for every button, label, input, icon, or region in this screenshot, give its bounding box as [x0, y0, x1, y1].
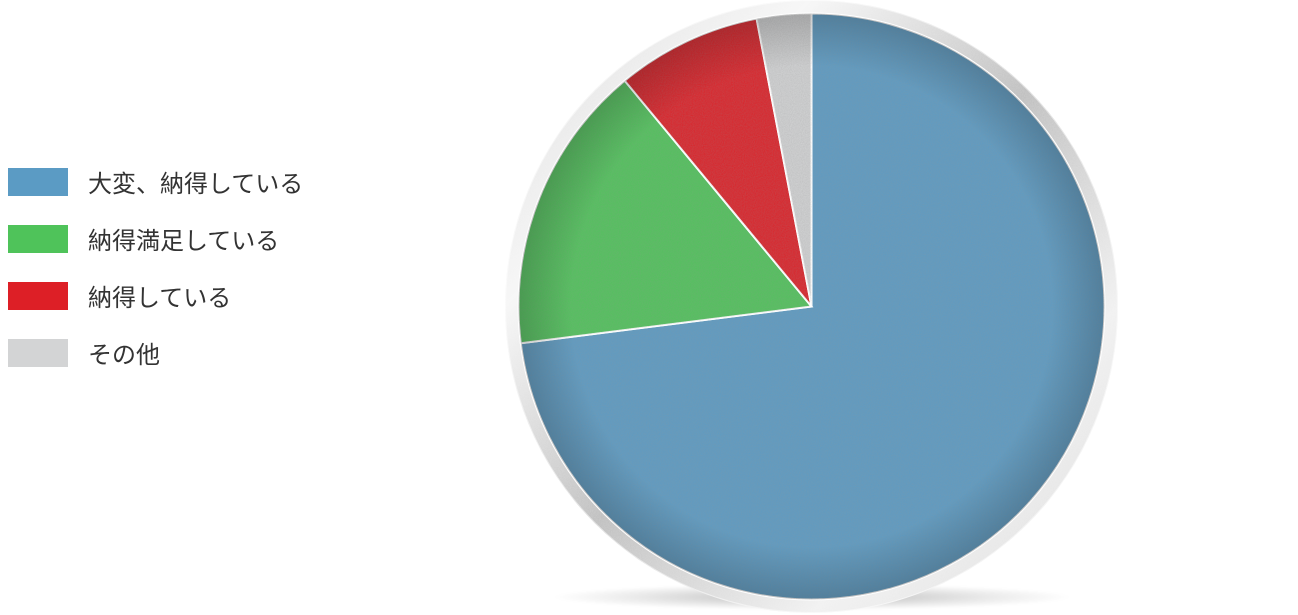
legend: 大変、納得している納得満足している納得しているその他 — [8, 164, 303, 370]
legend-swatch — [8, 225, 68, 253]
legend-item: 大変、納得している — [8, 164, 303, 199]
pie-inner-vignette — [519, 14, 1105, 600]
pie-svg — [505, 0, 1118, 613]
legend-label: その他 — [88, 335, 160, 370]
legend-item: その他 — [8, 335, 303, 370]
legend-label: 納得している — [88, 278, 231, 313]
legend-label: 納得満足している — [88, 221, 279, 256]
pie-chart-container: 大変、納得している納得満足している納得しているその他 — [0, 0, 1298, 613]
pie-area — [505, 0, 1118, 613]
legend-item: 納得している — [8, 278, 303, 313]
legend-swatch — [8, 282, 68, 310]
legend-item: 納得満足している — [8, 221, 303, 256]
legend-swatch — [8, 339, 68, 367]
legend-swatch — [8, 168, 68, 196]
legend-label: 大変、納得している — [88, 164, 303, 199]
